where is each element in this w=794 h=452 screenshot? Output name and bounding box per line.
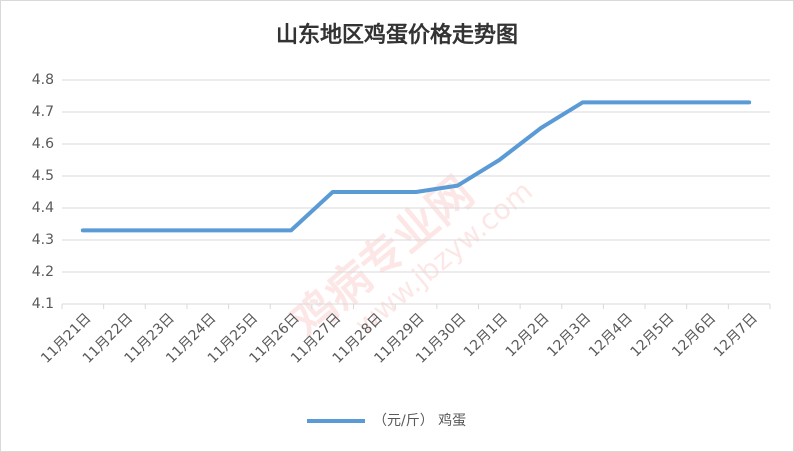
legend-label: （元/斤） 鸡蛋: [373, 412, 466, 429]
chart-title: 山东地区鸡蛋价格走势图: [276, 22, 518, 48]
y-tick-label: 4.4: [32, 200, 54, 216]
y-tick-label: 4.2: [32, 264, 54, 280]
series-line: [80, 100, 752, 233]
y-tick-label: 4.3: [32, 232, 54, 248]
y-tick-label: 4.1: [32, 296, 54, 312]
y-tick-label: 4.8: [32, 72, 54, 88]
y-tick-label: 4.6: [32, 136, 54, 152]
y-tick-label: 4.7: [32, 104, 54, 120]
y-tick-label: 4.5: [32, 168, 54, 184]
